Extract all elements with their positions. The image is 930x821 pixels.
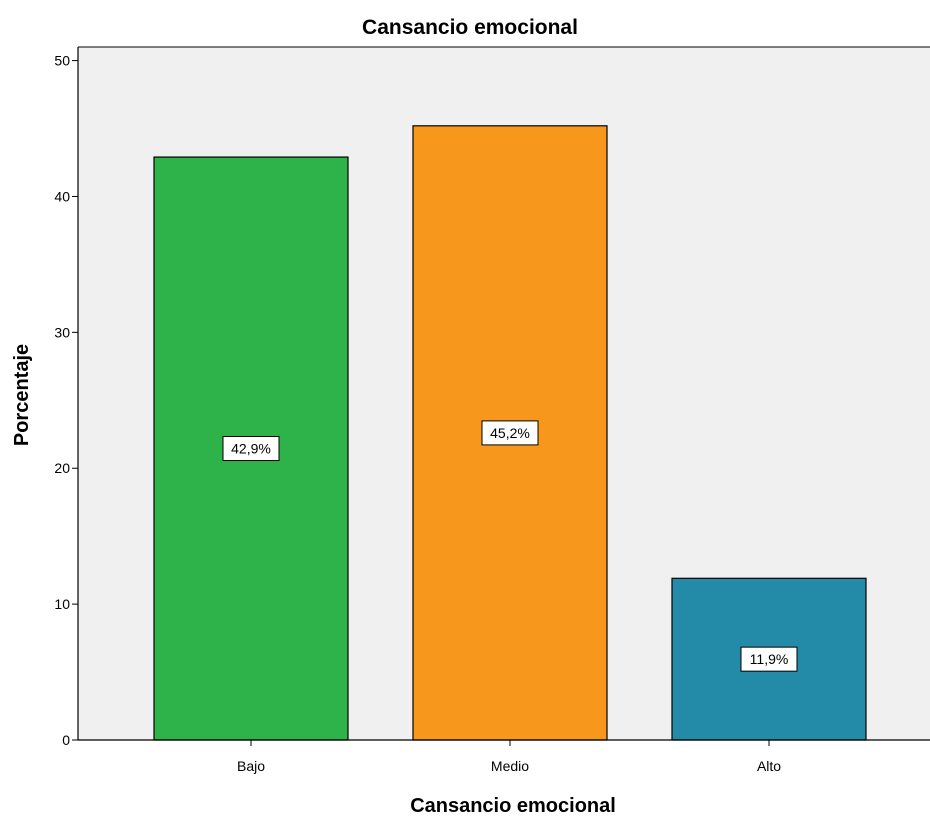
- y-axis-label: Porcentaje: [11, 344, 33, 446]
- y-tick-label-0: 0: [62, 732, 70, 748]
- x-axis-label: Cansancio emocional: [410, 795, 616, 816]
- data-label-alto: 11,9%: [750, 651, 789, 667]
- data-label-box-medio: [481, 420, 539, 446]
- y-tick-label-40: 40: [54, 188, 70, 204]
- chart-title: Cansancio emocional: [362, 16, 578, 39]
- data-labels-layer: 42,9% 45,2% 11,9%: [222, 420, 798, 672]
- x-tick-label-medio: Medio: [491, 758, 529, 774]
- y-tick-label-30: 30: [54, 324, 70, 340]
- x-tick-label-bajo: Bajo: [237, 758, 265, 774]
- y-tick-label-20: 20: [54, 460, 70, 476]
- x-tick-label-alto: Alto: [757, 758, 781, 774]
- data-label-medio: 45,2%: [490, 425, 530, 441]
- y-tick-label-10: 10: [54, 596, 70, 612]
- data-label-box-bajo: [222, 436, 280, 462]
- data-label-bajo: 42,9%: [231, 441, 271, 457]
- data-label-box-alto: [740, 646, 798, 672]
- axes-layer: Bajo Medio Alto 0 10 20 30 40 50: [54, 46, 930, 774]
- y-tick-label-50: 50: [54, 53, 70, 69]
